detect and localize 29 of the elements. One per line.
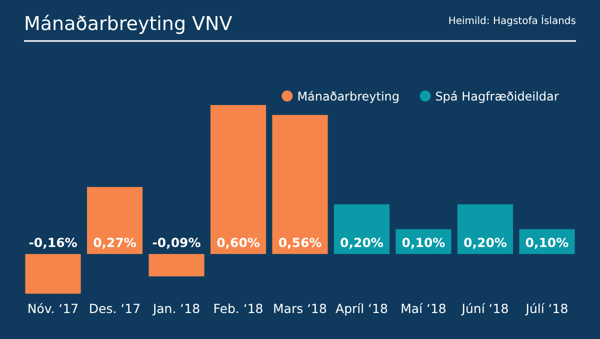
data-label: 0,20% xyxy=(464,235,508,250)
x-tick-label: Nóv. ‘17 xyxy=(27,301,79,316)
data-label: 0,27% xyxy=(93,235,137,250)
bar xyxy=(210,105,266,254)
bar xyxy=(25,254,81,294)
x-tick-label: Des. ‘17 xyxy=(88,301,141,316)
data-label: 0,10% xyxy=(402,235,446,250)
data-label: 0,10% xyxy=(525,235,570,250)
x-tick-label: Feb. ‘18 xyxy=(213,301,264,316)
bar xyxy=(334,204,390,254)
x-tick-label: Mars ‘18 xyxy=(273,301,328,316)
data-label: -0,09% xyxy=(152,235,202,250)
x-tick-label: Júlí ‘18 xyxy=(524,301,568,316)
chart-title: Mánaðarbreyting VNV xyxy=(24,13,232,35)
x-tick-label: Maí ‘18 xyxy=(400,301,446,316)
x-tick-label: Júní ‘18 xyxy=(460,301,509,316)
data-label: -0,16% xyxy=(28,235,78,250)
legend-label: Spá Hagfræðideildar xyxy=(435,90,559,104)
data-label: 0,20% xyxy=(340,235,384,250)
bar xyxy=(272,114,328,254)
bar xyxy=(457,204,514,254)
data-label: 0,60% xyxy=(216,235,260,250)
legend-label: Mánaðarbreyting xyxy=(297,90,400,104)
text: Heimild: Hagstofa Íslands xyxy=(448,14,576,27)
bar xyxy=(86,186,143,254)
bar xyxy=(148,254,204,276)
x-tick-label: Jan. ‘18 xyxy=(152,301,200,316)
x-tick-label: Apríl ‘18 xyxy=(336,301,388,316)
data-label: 0,56% xyxy=(278,235,322,250)
